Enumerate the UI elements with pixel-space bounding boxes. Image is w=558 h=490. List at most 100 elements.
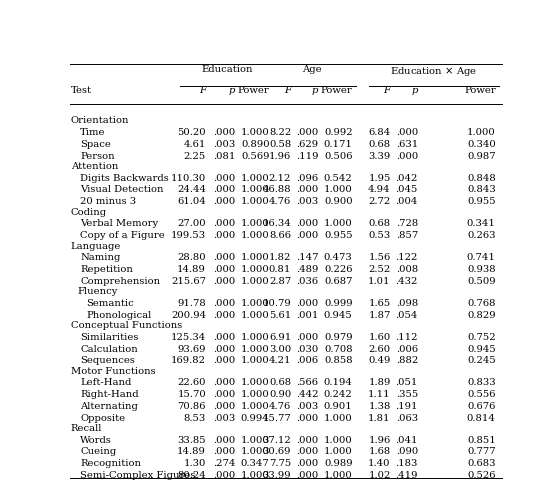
Text: 50.20: 50.20: [177, 128, 206, 137]
Text: 0.473: 0.473: [324, 253, 353, 262]
Text: 0.347: 0.347: [241, 459, 270, 468]
Text: Education $\times$ Age: Education $\times$ Age: [390, 65, 477, 78]
Text: .000: .000: [396, 151, 418, 161]
Text: 15.77: 15.77: [262, 414, 291, 422]
Text: .112: .112: [396, 333, 418, 342]
Text: 1.40: 1.40: [368, 459, 391, 468]
Text: .122: .122: [396, 253, 418, 262]
Text: 14.89: 14.89: [177, 447, 206, 457]
Text: 1.30: 1.30: [184, 459, 206, 468]
Text: 0.171: 0.171: [324, 140, 353, 149]
Text: 0.955: 0.955: [467, 197, 496, 206]
Text: Opposite: Opposite: [80, 414, 125, 422]
Text: p: p: [411, 86, 418, 96]
Text: .042: .042: [396, 174, 418, 183]
Text: .000: .000: [213, 253, 235, 262]
Text: 7.75: 7.75: [269, 459, 291, 468]
Text: 8.22: 8.22: [269, 128, 291, 137]
Text: 0.683: 0.683: [467, 459, 496, 468]
Text: 0.938: 0.938: [467, 265, 496, 274]
Text: .000: .000: [213, 265, 235, 274]
Text: 1.56: 1.56: [368, 253, 391, 262]
Text: Repetition: Repetition: [80, 265, 133, 274]
Text: 1.000: 1.000: [241, 186, 270, 195]
Text: 200.94: 200.94: [171, 311, 206, 319]
Text: 0.752: 0.752: [467, 333, 496, 342]
Text: 1.000: 1.000: [241, 378, 270, 388]
Text: 0.768: 0.768: [467, 299, 496, 308]
Text: 1.000: 1.000: [324, 447, 353, 457]
Text: 110.30: 110.30: [171, 174, 206, 183]
Text: 8.66: 8.66: [269, 231, 291, 240]
Text: 10.79: 10.79: [262, 299, 291, 308]
Text: Recall: Recall: [71, 424, 102, 433]
Text: 1.11: 1.11: [368, 390, 391, 399]
Text: .000: .000: [213, 344, 235, 354]
Text: .000: .000: [296, 299, 319, 308]
Text: 0.814: 0.814: [467, 414, 496, 422]
Text: .045: .045: [396, 186, 418, 195]
Text: 16.34: 16.34: [262, 220, 291, 228]
Text: 0.979: 0.979: [324, 333, 353, 342]
Text: .566: .566: [296, 378, 319, 388]
Text: 2.12: 2.12: [269, 174, 291, 183]
Text: 0.741: 0.741: [467, 253, 496, 262]
Text: 27.00: 27.00: [177, 220, 206, 228]
Text: .003: .003: [296, 197, 319, 206]
Text: .003: .003: [213, 414, 235, 422]
Text: 215.67: 215.67: [171, 277, 206, 286]
Text: 0.506: 0.506: [324, 151, 353, 161]
Text: p: p: [229, 86, 235, 96]
Text: 0.526: 0.526: [467, 471, 496, 480]
Text: Digits Backwards: Digits Backwards: [80, 174, 169, 183]
Text: 0.858: 0.858: [324, 356, 353, 365]
Text: Coding: Coding: [71, 208, 107, 217]
Text: .036: .036: [296, 277, 319, 286]
Text: Education: Education: [201, 65, 253, 74]
Text: 0.245: 0.245: [467, 356, 496, 365]
Text: 46.88: 46.88: [263, 186, 291, 195]
Text: .000: .000: [213, 402, 235, 411]
Text: .000: .000: [213, 299, 235, 308]
Text: 0.53: 0.53: [368, 231, 391, 240]
Text: .006: .006: [296, 356, 319, 365]
Text: Calculation: Calculation: [80, 344, 138, 354]
Text: .001: .001: [296, 311, 319, 319]
Text: .006: .006: [396, 344, 418, 354]
Text: 93.69: 93.69: [177, 344, 206, 354]
Text: .000: .000: [296, 471, 319, 480]
Text: 0.708: 0.708: [324, 344, 353, 354]
Text: .000: .000: [213, 471, 235, 480]
Text: 15.70: 15.70: [177, 390, 206, 399]
Text: 0.901: 0.901: [324, 402, 353, 411]
Text: 3.39: 3.39: [368, 151, 391, 161]
Text: .119: .119: [296, 151, 319, 161]
Text: 0.242: 0.242: [324, 390, 353, 399]
Text: 2.60: 2.60: [368, 344, 391, 354]
Text: 0.341: 0.341: [467, 220, 496, 228]
Text: 125.34: 125.34: [171, 333, 206, 342]
Text: 0.851: 0.851: [467, 436, 496, 445]
Text: 0.194: 0.194: [324, 378, 353, 388]
Text: 4.61: 4.61: [184, 140, 206, 149]
Text: .419: .419: [396, 471, 418, 480]
Text: .882: .882: [396, 356, 418, 365]
Text: Time: Time: [80, 128, 105, 137]
Text: .631: .631: [396, 140, 418, 149]
Text: 1.000: 1.000: [241, 436, 270, 445]
Text: .183: .183: [396, 459, 418, 468]
Text: 0.994: 0.994: [241, 414, 270, 422]
Text: .000: .000: [296, 231, 319, 240]
Text: 1.95: 1.95: [368, 174, 391, 183]
Text: Space: Space: [80, 140, 111, 149]
Text: .054: .054: [396, 311, 418, 319]
Text: F: F: [384, 86, 391, 96]
Text: 0.843: 0.843: [467, 186, 496, 195]
Text: .857: .857: [396, 231, 418, 240]
Text: 0.569: 0.569: [241, 151, 270, 161]
Text: 80.24: 80.24: [177, 471, 206, 480]
Text: 0.49: 0.49: [368, 356, 391, 365]
Text: 1.02: 1.02: [368, 471, 391, 480]
Text: 1.000: 1.000: [324, 436, 353, 445]
Text: 0.542: 0.542: [324, 174, 353, 183]
